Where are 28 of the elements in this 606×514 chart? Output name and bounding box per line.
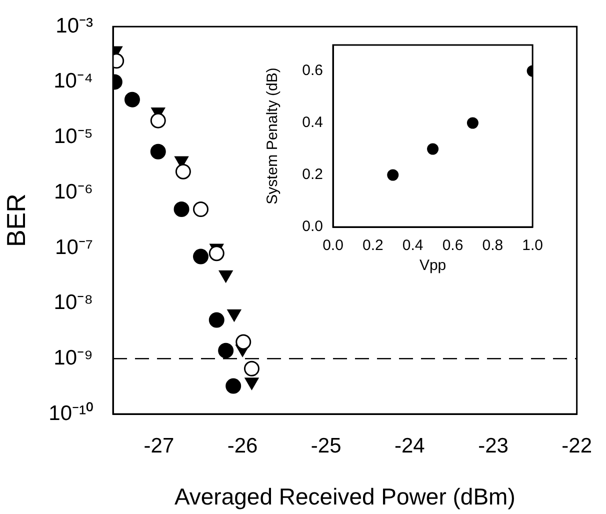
y-tick-label: 10⁻⁹ <box>54 346 93 370</box>
y-tick-label: 0.6 <box>302 62 323 80</box>
y-axis-title: BER <box>0 194 31 248</box>
y-axis-title: System Penalty (dB) <box>264 68 282 204</box>
y-tick-label: 0.2 <box>302 166 323 184</box>
x-tick-label: -23 <box>478 434 508 458</box>
x-tick-label: -27 <box>144 434 174 458</box>
y-tick-label: 10⁻⁵ <box>54 125 93 148</box>
y-tick-label: 10⁻³ <box>56 14 93 38</box>
y-tick-label: 10⁻⁴ <box>54 70 93 93</box>
y-tick-label: 0.4 <box>302 114 323 132</box>
x-tick-label: -24 <box>394 434 426 458</box>
x-tick-label: -22 <box>562 434 592 458</box>
x-tick-label: 1.0 <box>522 237 544 254</box>
x-tick-label: 0.4 <box>402 237 424 254</box>
x-tick-label: 0.8 <box>482 237 504 254</box>
x-tick-label: 0.0 <box>322 237 344 254</box>
x-tick-label: -26 <box>227 434 258 458</box>
y-tick-label: 10⁻¹⁰ <box>48 402 93 425</box>
y-tick-label: 10⁻⁷ <box>55 236 93 259</box>
x-tick-label: 0.2 <box>362 237 384 254</box>
y-tick-label: 10⁻⁸ <box>54 291 93 314</box>
x-axis-title: Vpp <box>419 257 446 274</box>
y-tick-label: 10⁻⁶ <box>54 180 93 204</box>
y-tick-label: 0.0 <box>302 218 323 236</box>
x-axis-title: Averaged Received Power (dBm) <box>174 484 516 510</box>
x-tick-label: -25 <box>310 434 342 458</box>
x-tick-label: 0.6 <box>442 237 464 254</box>
